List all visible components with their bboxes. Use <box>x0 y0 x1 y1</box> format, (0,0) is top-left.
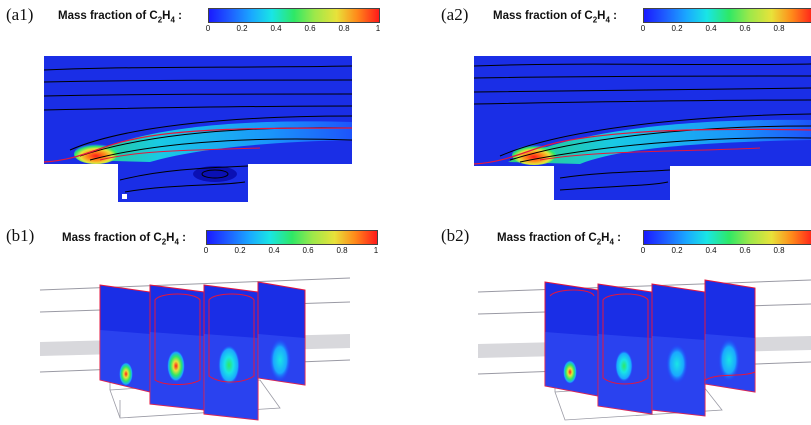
tick-label: 0.8 <box>773 24 785 33</box>
panel-label: (b1) <box>6 226 35 245</box>
tick-label: 0 <box>640 24 646 33</box>
tick-label: 0.4 <box>270 24 282 33</box>
tick-label: 0 <box>640 246 646 255</box>
colorbar-title: Mass fraction of C2H4 : <box>58 10 182 25</box>
tick-label: 1 <box>373 246 379 255</box>
tick-label: 0.4 <box>705 24 717 33</box>
tick-label: 0 <box>203 246 209 255</box>
colorbar <box>643 230 811 245</box>
tick-label: 0.8 <box>336 246 348 255</box>
tick-label: 0 <box>205 24 211 33</box>
colorbar <box>643 8 811 23</box>
panel-label: (a1) <box>6 5 34 24</box>
panel-label: (b2) <box>441 226 470 245</box>
tick-label: 0.2 <box>234 246 246 255</box>
colorbar-title: Mass fraction of C2H4 : <box>493 10 617 25</box>
tick-label: 1 <box>375 24 381 33</box>
tick-label: 0.8 <box>338 24 350 33</box>
tick-label: 0.2 <box>671 246 683 255</box>
tick-label: 0.8 <box>773 246 785 255</box>
tick-label: 0.6 <box>739 246 751 255</box>
tick-label: 0.4 <box>268 246 280 255</box>
tick-label: 0.6 <box>302 246 314 255</box>
tick-label: 0.6 <box>739 24 751 33</box>
tick-label: 0.6 <box>304 24 316 33</box>
colorbar-title: Mass fraction of C2H4 : <box>497 232 621 247</box>
colorbar <box>206 230 378 245</box>
tick-label: 0.4 <box>705 246 717 255</box>
tick-label: 0.2 <box>236 24 248 33</box>
panel-label: (a2) <box>441 5 469 24</box>
colorbar <box>208 8 380 23</box>
tick-label: 0.2 <box>671 24 683 33</box>
colorbar-title: Mass fraction of C2H4 : <box>62 232 186 247</box>
